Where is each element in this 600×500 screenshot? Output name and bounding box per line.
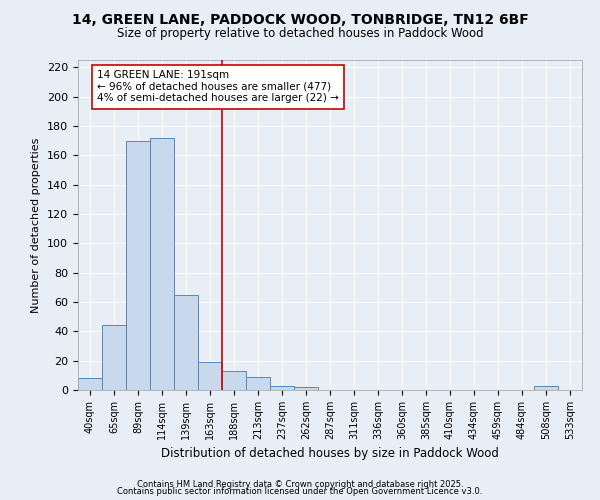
Bar (534, 386, 558, 390)
X-axis label: Distribution of detached houses by size in Paddock Wood: Distribution of detached houses by size … (161, 448, 499, 460)
Text: Contains public sector information licensed under the Open Government Licence v3: Contains public sector information licen… (118, 488, 482, 496)
Bar (222, 371, 246, 390)
Bar (150, 138, 174, 390)
Bar (294, 387, 318, 390)
Bar (126, 140, 150, 390)
Text: 14 GREEN LANE: 191sqm
← 96% of detached houses are smaller (477)
4% of semi-deta: 14 GREEN LANE: 191sqm ← 96% of detached … (97, 70, 339, 104)
Y-axis label: Number of detached properties: Number of detached properties (31, 138, 41, 312)
Bar (78, 378, 102, 390)
Bar (246, 377, 270, 390)
Text: Contains HM Land Registry data © Crown copyright and database right 2025.: Contains HM Land Registry data © Crown c… (137, 480, 463, 489)
Bar (198, 362, 222, 390)
Bar (174, 294, 198, 390)
Text: 14, GREEN LANE, PADDOCK WOOD, TONBRIDGE, TN12 6BF: 14, GREEN LANE, PADDOCK WOOD, TONBRIDGE,… (71, 12, 529, 26)
Text: Size of property relative to detached houses in Paddock Wood: Size of property relative to detached ho… (116, 28, 484, 40)
Bar (270, 386, 294, 390)
Bar (102, 326, 126, 390)
